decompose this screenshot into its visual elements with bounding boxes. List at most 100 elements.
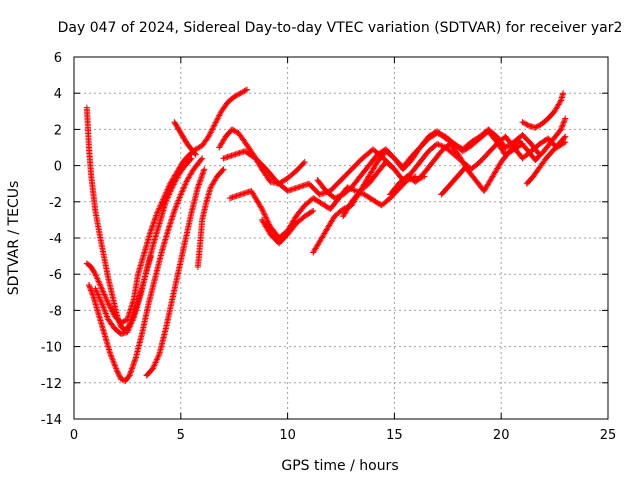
data-point: [434, 130, 441, 137]
x-axis-label: GPS time / hours: [281, 458, 398, 474]
data-point: [171, 180, 178, 187]
data-point: [463, 163, 470, 170]
y-axis-ticks: -14 -12 -10 -8 -6 -4 -2 0 2 4 6: [41, 51, 608, 428]
data-point: [198, 156, 205, 163]
data-point: [207, 129, 214, 136]
data-point: [158, 200, 165, 207]
data-point: [120, 318, 127, 325]
y-tick-label: 4: [54, 87, 62, 102]
data-point: [259, 207, 266, 214]
data-point: [229, 126, 236, 133]
data-point: [212, 119, 219, 126]
data-point: [558, 126, 565, 133]
data-point: [111, 362, 118, 369]
data-point: [97, 282, 104, 289]
data-point: [93, 274, 100, 281]
data-point: [524, 122, 531, 129]
data-point: [173, 201, 180, 208]
data-point: [86, 283, 93, 290]
data-point: [87, 284, 94, 291]
data-point: [206, 132, 213, 139]
data-point: [105, 300, 112, 307]
data-point: [128, 320, 135, 327]
data-point: [206, 130, 213, 137]
data-point: [126, 324, 133, 331]
data-point: [101, 307, 108, 314]
data-point: [560, 120, 567, 127]
data-point: [182, 179, 189, 186]
data-point: [158, 199, 165, 206]
data-point: [92, 285, 99, 292]
data-point: [89, 290, 96, 297]
data-point: [117, 320, 124, 327]
series-arc-6: [171, 119, 199, 158]
data-point: [209, 125, 216, 132]
data-point: [522, 120, 529, 127]
data-point: [109, 355, 116, 362]
data-point: [96, 295, 103, 302]
data-point: [519, 119, 526, 126]
data-point: [92, 271, 99, 278]
y-tick-label: 0: [54, 160, 62, 175]
data-point: [419, 174, 426, 181]
data-point: [220, 166, 227, 173]
data-point: [241, 88, 248, 95]
data-point: [150, 363, 157, 370]
series-arc-17: [523, 133, 569, 187]
data-point: [117, 376, 124, 383]
series-arc-3: [85, 155, 206, 384]
data-point: [101, 291, 108, 298]
data-point: [301, 158, 308, 165]
data-point: [103, 295, 110, 302]
data-point: [331, 195, 338, 202]
data-point: [100, 304, 107, 311]
data-point: [150, 365, 157, 372]
data-point: [88, 288, 95, 295]
data-point: [104, 314, 111, 321]
data-point: [230, 127, 237, 134]
data-point: [333, 194, 340, 201]
y-tick-label: -12: [41, 377, 62, 392]
data-point: [157, 202, 164, 209]
data-point: [561, 134, 568, 141]
data-point: [94, 290, 101, 297]
data-point: [168, 185, 175, 192]
data-point: [187, 156, 194, 163]
data-point: [93, 287, 100, 294]
data-point: [95, 278, 102, 285]
data-point: [174, 174, 181, 181]
data-point: [558, 125, 565, 132]
data-point: [263, 215, 270, 222]
data-point: [96, 294, 103, 301]
y-tick-label: -6: [49, 268, 62, 283]
data-point: [101, 292, 108, 299]
data-point: [103, 312, 110, 319]
data-point: [177, 193, 184, 200]
data-point: [91, 269, 98, 276]
data-point: [109, 308, 116, 315]
y-tick-label: -2: [49, 196, 62, 211]
data-point: [436, 142, 443, 149]
data-point: [192, 151, 199, 158]
series-arc-4: [92, 155, 195, 337]
data-point: [520, 119, 527, 126]
data-point: [155, 352, 162, 359]
data-point: [560, 90, 567, 97]
data-point: [115, 371, 122, 378]
data-point: [438, 142, 445, 149]
data-point: [435, 141, 442, 148]
data-point: [232, 128, 239, 135]
data-point: [174, 200, 181, 207]
data-point: [176, 196, 183, 203]
data-point: [258, 204, 265, 211]
data-point: [536, 122, 543, 129]
data-point: [258, 206, 265, 213]
data-point: [153, 356, 160, 363]
data-point: [154, 355, 161, 362]
data-point: [559, 123, 566, 130]
data-point: [110, 358, 117, 365]
data-point: [176, 194, 183, 201]
data-point: [96, 279, 103, 286]
data-point: [156, 203, 163, 210]
data-point: [89, 291, 96, 298]
